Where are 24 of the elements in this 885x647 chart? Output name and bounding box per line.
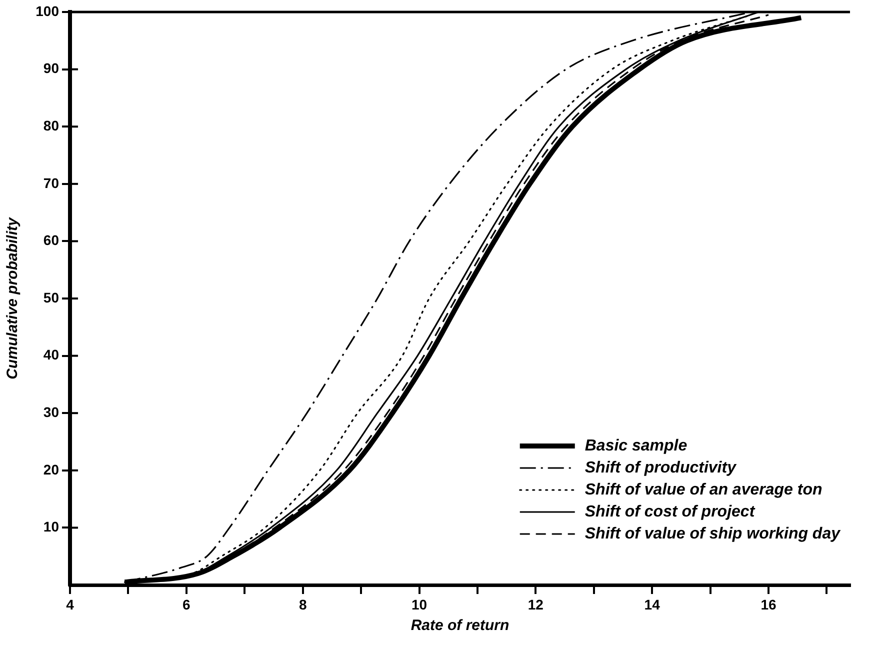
x-tick-label: 10 bbox=[411, 596, 428, 612]
x-tick-label: 16 bbox=[760, 596, 777, 612]
x-tick-label: 6 bbox=[182, 596, 191, 612]
y-tick-label: 50 bbox=[43, 289, 60, 306]
y-axis-title: Cumulative probability bbox=[4, 217, 22, 380]
y-tick-label: 70 bbox=[43, 174, 60, 191]
y-tick-label: 40 bbox=[43, 346, 60, 363]
x-tick-label: 14 bbox=[644, 596, 660, 612]
legend-label: Basic sample bbox=[584, 437, 688, 454]
x-axis-title: Rate of return bbox=[410, 617, 510, 634]
legend-label: Shift of value of an average ton bbox=[584, 481, 822, 498]
x-tick-label: 8 bbox=[298, 596, 307, 612]
legend-label: Shift of cost of project bbox=[584, 503, 756, 520]
y-tick-label: 20 bbox=[43, 461, 60, 478]
y-tick-label: 10 bbox=[43, 518, 60, 535]
x-tick-label: 4 bbox=[66, 596, 74, 612]
x-tick-label: 12 bbox=[528, 596, 544, 612]
y-tick-label: 80 bbox=[43, 117, 60, 134]
y-tick-label: 100 bbox=[36, 2, 60, 19]
y-tick-label: 30 bbox=[43, 404, 60, 420]
y-tick-label: 90 bbox=[43, 60, 60, 76]
legend-label: Shift of value of ship working day bbox=[584, 525, 842, 542]
legend-label: Shift of productivity bbox=[584, 459, 738, 476]
y-tick-label: 60 bbox=[43, 232, 60, 248]
